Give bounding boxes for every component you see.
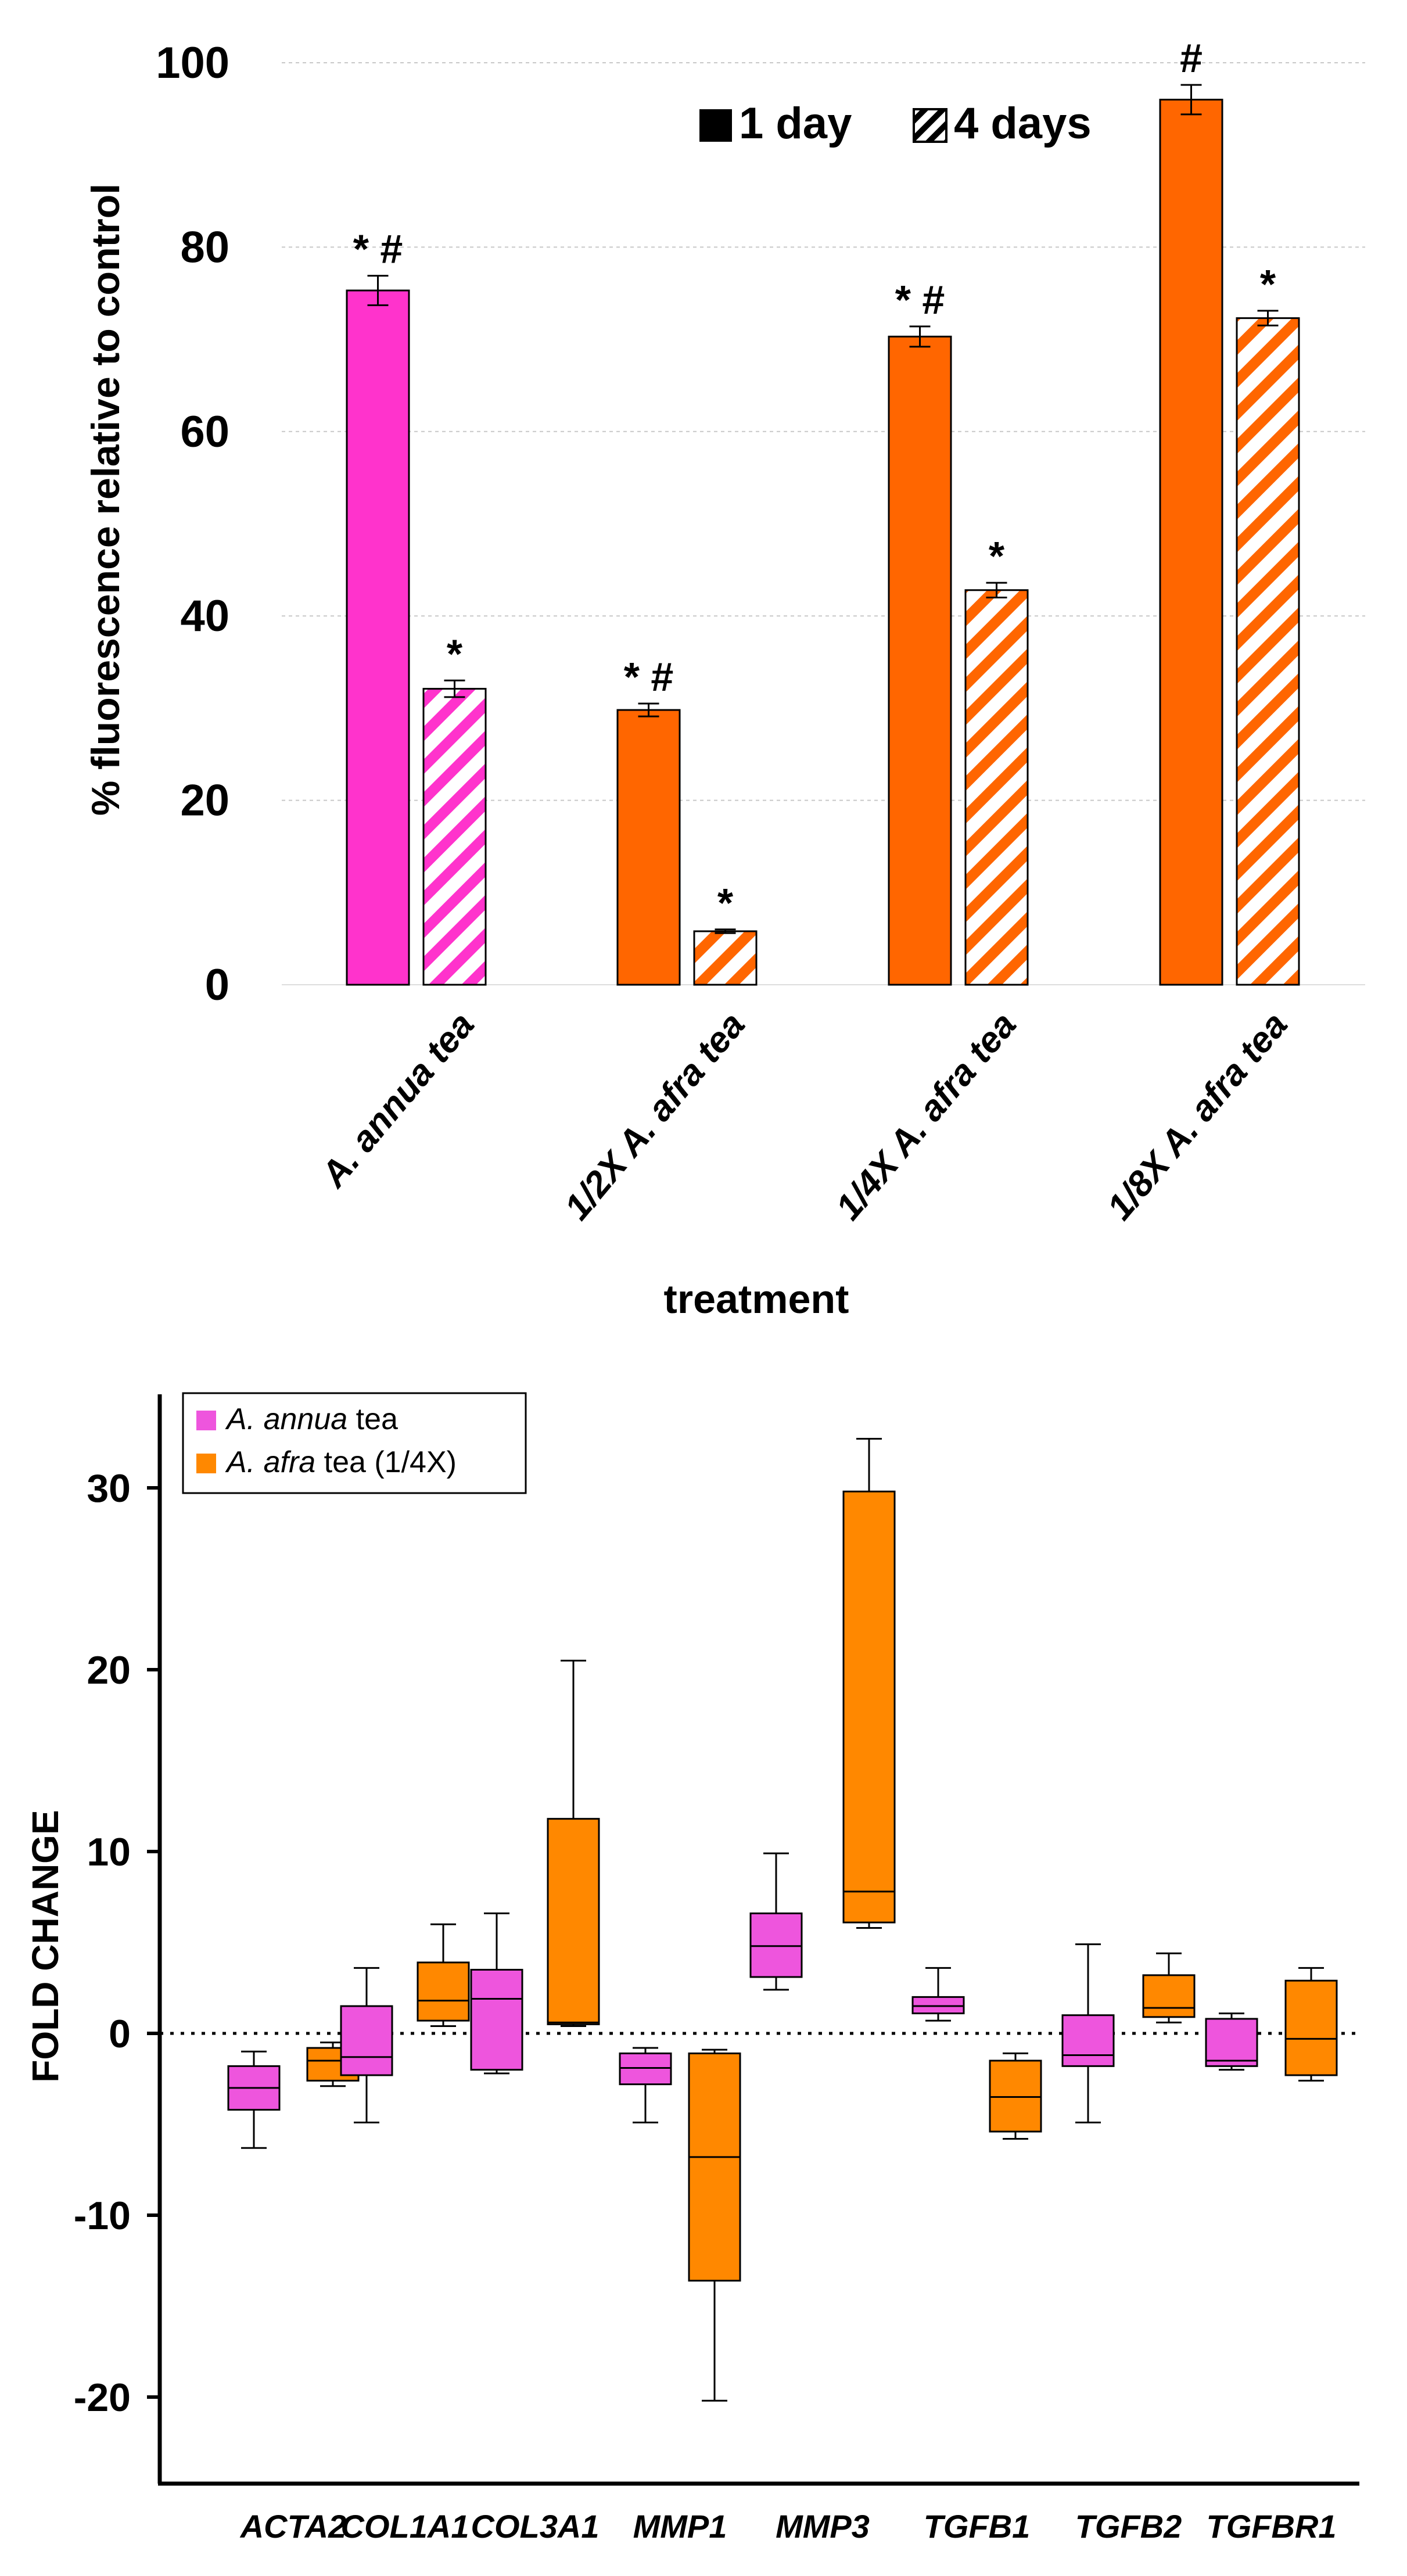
bar-chart-y-axis-label: % fluorescence relative to control [84, 184, 128, 816]
y-tick-label: -10 [74, 2194, 131, 2238]
y-tick-label: 100 [156, 38, 229, 88]
bar-chart-error-bars [367, 84, 1279, 934]
y-tick-label: 60 [180, 407, 229, 457]
legend-label-annua: A. annua tea [225, 1402, 398, 1436]
box-tgfb1-annua [911, 1967, 965, 2022]
x-tick-label-a-annua-tea: A. annua tea [313, 1005, 482, 1196]
legend-label-1-day: 1 day [739, 99, 852, 148]
box-mmp3-afra [842, 1437, 896, 1929]
box-iqr [1205, 2018, 1258, 2067]
bar-chart-y-tick-labels: 0 20 40 60 80 100 [156, 38, 229, 1010]
box-iqr [842, 1490, 896, 1924]
box-acta2-annua [227, 2050, 281, 2149]
legend-swatch-afra [196, 1454, 216, 1473]
bar-chart-x-tick-labels: A. annua tea 1/2X A. afra tea 1/4X A. afra… [313, 1005, 1295, 1228]
x-tick-label-acta2: ACTA2 [239, 2508, 347, 2545]
box-plot-legend-frame [182, 1392, 527, 1494]
box-tgfb2-afra [1142, 1952, 1196, 2024]
y-tick-label: 0 [109, 2012, 131, 2056]
y-tick-label: -20 [74, 2376, 131, 2420]
x-tick-label-tgfb2: TGFB2 [1075, 2508, 1182, 2545]
bar-chart-annotations: * # * * # * * # * # * [353, 35, 1276, 925]
box-iqr [749, 1912, 803, 1978]
y-tick-label: 80 [180, 223, 229, 272]
x-tick-label-1-2x-a-afra-tea: 1/2X A. afra tea [557, 1005, 753, 1228]
bar-1-8x-a-afra-tea-1-day [1159, 98, 1223, 986]
x-tick-label-1-8x-a-afra-tea: 1/8X A. afra tea [1100, 1005, 1295, 1228]
box-plot-legend: A. annua tea A. afra tea (1/4X) [182, 1392, 527, 1494]
significance-annotation: * [717, 880, 734, 925]
box-col3a1-annua [470, 1912, 523, 2075]
significance-annotation: * # [624, 654, 674, 699]
y-tick-label: 10 [87, 1830, 131, 1874]
box-tgfbr1-annua [1205, 2012, 1258, 2071]
bar-a-annua-tea-4-days [422, 688, 487, 986]
significance-annotation: * [447, 631, 463, 676]
significance-annotation: * # [353, 227, 403, 272]
bar-1-8x-a-afra-tea-4-days [1236, 317, 1300, 986]
box-plot-y-axis-label: FOLD CHANGE [24, 1810, 66, 2082]
bar-1-4x-a-afra-tea-1-day [888, 335, 952, 986]
box-iqr [547, 1818, 600, 2025]
legend-label-4-days: 4 days [954, 99, 1092, 148]
box-iqr [688, 2052, 741, 2282]
x-tick-label-tgfb1: TGFB1 [924, 2508, 1031, 2545]
box-iqr [340, 2005, 393, 2076]
x-tick-label-1-4x-a-afra-tea: 1/4X A. afra tea [828, 1005, 1024, 1228]
bar-chart-legend: 1 day 4 days [699, 99, 1092, 148]
box-col1a1-afra [417, 1923, 470, 2027]
box-col1a1-annua [340, 1967, 393, 2123]
box-tgfb2-annua [1061, 1943, 1115, 2123]
bar-1-2x-a-afra-tea-1-day [616, 709, 681, 986]
box-col3a1-afra [547, 1659, 600, 2027]
bar-1-4x-a-afra-tea-4-days [964, 589, 1029, 986]
legend-swatch-1-day [699, 109, 732, 142]
bar-a-annua-tea-1-day [346, 289, 410, 986]
y-tick-label: 20 [87, 1648, 131, 1692]
bar-chart-bars [346, 98, 1300, 986]
box-mmp3-annua [749, 1852, 803, 1991]
box-iqr [417, 1961, 470, 2022]
significance-annotation: * # [895, 277, 945, 322]
x-tick-label-mmp1: MMP1 [633, 2508, 727, 2545]
x-tick-label-col3a1: COL3A1 [471, 2508, 600, 2545]
y-tick-label: 40 [180, 591, 229, 641]
box-plot-y-tick-labels: -20 -10 0 10 20 30 [74, 1466, 131, 2420]
box-tgfb1-afra [989, 2052, 1042, 2140]
box-plot-boxes [227, 1437, 1338, 2402]
box-iqr [1061, 2014, 1115, 2067]
bar-chart: 0 20 40 60 80 100 * # * * # * * # * # * A. annua tea… [84, 35, 1365, 1322]
legend-swatch-annua [196, 1411, 216, 1430]
box-iqr [1142, 1974, 1196, 2018]
legend-swatch-4-days [913, 108, 947, 143]
legend-label-afra: A. afra tea (1/4X) [225, 1445, 457, 1479]
significance-annotation: * [989, 533, 1005, 579]
bar-chart-x-axis-label: treatment [664, 1276, 849, 1322]
significance-annotation: # [1180, 35, 1203, 81]
bar-1-2x-a-afra-tea-4-days [693, 930, 758, 986]
x-tick-label-col1a1: COL1A1 [341, 2508, 469, 2545]
significance-annotation: * [1260, 261, 1276, 307]
box-mmp1-afra [688, 2048, 741, 2402]
x-tick-label-tgfbr1: TGFBR1 [1207, 2508, 1337, 2545]
box-iqr [1284, 1979, 1338, 2076]
box-mmp1-annua [619, 2047, 672, 2123]
box-tgfbr1-afra [1284, 1967, 1338, 2082]
box-iqr [619, 2052, 672, 2086]
box-iqr [911, 1996, 965, 2015]
y-tick-label: 20 [180, 776, 229, 826]
box-iqr [470, 1968, 523, 2071]
box-iqr [989, 2060, 1042, 2133]
x-tick-label-mmp3: MMP3 [776, 2508, 870, 2545]
y-tick-label: 30 [87, 1466, 131, 1511]
y-tick-label: 0 [205, 960, 229, 1010]
